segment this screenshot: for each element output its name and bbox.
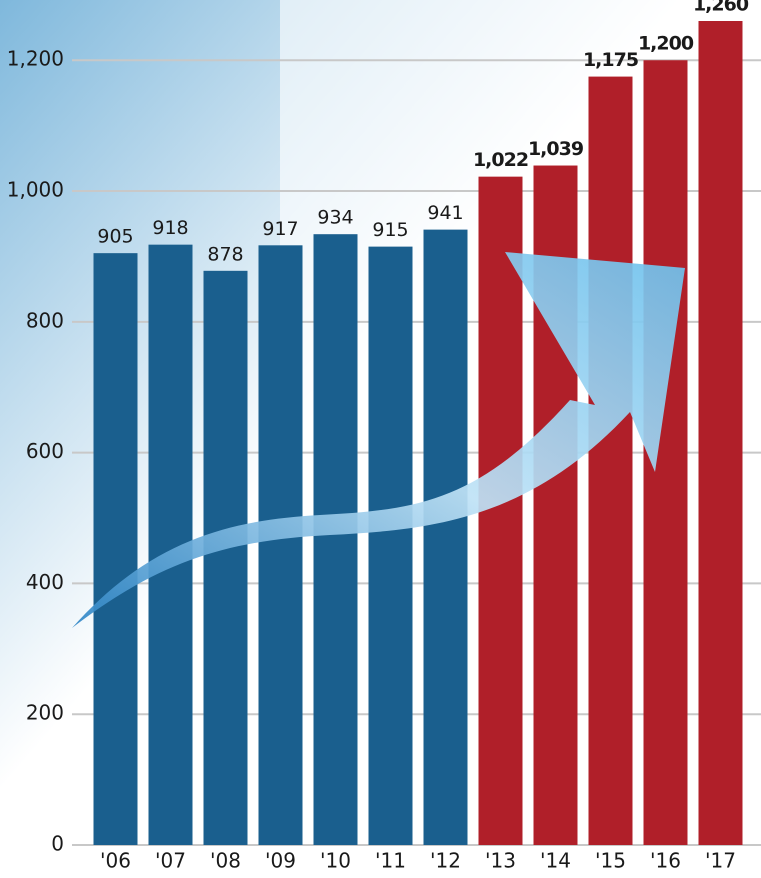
- x-tick-label: '12: [430, 849, 461, 873]
- bar: [258, 245, 303, 846]
- x-tick-label: '13: [485, 849, 516, 873]
- y-tick-label: 0: [51, 832, 64, 856]
- bar: [588, 76, 633, 846]
- x-tick-label: '15: [595, 849, 626, 873]
- y-tick-label: 600: [26, 439, 64, 463]
- value-label: 917: [262, 218, 298, 240]
- x-tick-label: '06: [100, 849, 131, 873]
- y-tick-label: 200: [26, 701, 64, 725]
- value-label: 905: [97, 226, 133, 248]
- bar: [203, 270, 248, 845]
- value-label: 878: [207, 243, 243, 265]
- value-label: 1,200: [638, 33, 694, 55]
- x-tick-label: '08: [210, 849, 241, 873]
- value-label: 1,175: [583, 49, 638, 71]
- x-tick-label: '16: [650, 849, 681, 873]
- value-label: 915: [372, 219, 408, 241]
- x-tick-label: '10: [320, 849, 351, 873]
- x-tick-label: '17: [705, 849, 736, 873]
- bar: [313, 234, 358, 845]
- value-label: 1,039: [528, 138, 583, 160]
- bar: [93, 253, 138, 845]
- value-label: 934: [317, 207, 353, 229]
- y-tick-label: 800: [26, 308, 64, 332]
- trend-arrow: [72, 252, 685, 628]
- y-tick-label: 400: [26, 570, 64, 594]
- value-label: 941: [427, 202, 463, 224]
- bar: [368, 246, 413, 846]
- value-label: 1,022: [473, 149, 528, 171]
- x-tick-label: '11: [375, 849, 406, 873]
- bar: [698, 21, 743, 845]
- bar: [478, 176, 523, 846]
- bar: [423, 229, 468, 846]
- value-label: 1,260: [693, 0, 749, 16]
- y-tick-label: 1,200: [7, 47, 64, 71]
- value-label: 918: [152, 217, 188, 239]
- y-tick-label: 1,000: [7, 178, 64, 202]
- x-tick-label: '07: [155, 849, 186, 873]
- x-tick-label: '14: [540, 849, 571, 873]
- x-tick-label: '09: [265, 849, 296, 873]
